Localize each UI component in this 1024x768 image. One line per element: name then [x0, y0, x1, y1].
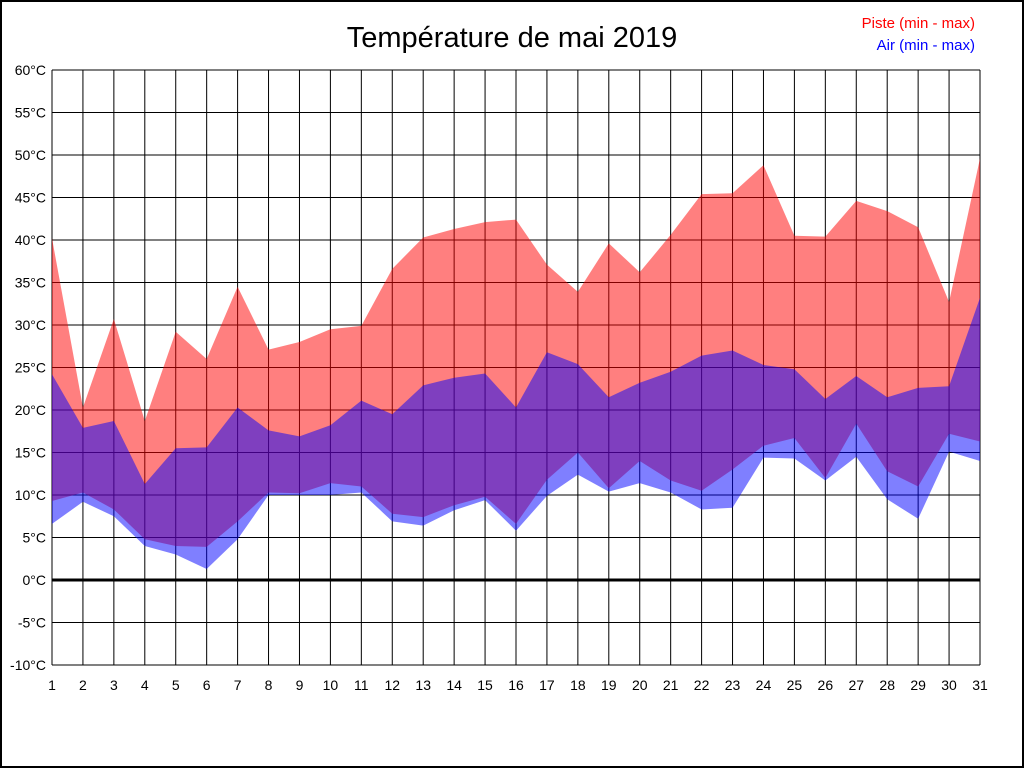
- x-tick-label: 14: [446, 677, 462, 693]
- x-tick-label: 30: [941, 677, 957, 693]
- x-tick-label: 16: [508, 677, 524, 693]
- x-tick-label: 2: [79, 677, 87, 693]
- y-tick-label: 25°C: [15, 360, 46, 376]
- y-tick-label: -10°C: [10, 657, 46, 673]
- x-tick-label: 4: [141, 677, 149, 693]
- x-tick-label: 22: [694, 677, 710, 693]
- x-tick-label: 8: [265, 677, 273, 693]
- x-tick-label: 3: [110, 677, 118, 693]
- x-tick-label: 15: [477, 677, 493, 693]
- y-tick-label: 20°C: [15, 402, 46, 418]
- x-tick-label: 31: [972, 677, 988, 693]
- y-tick-label: 60°C: [15, 62, 46, 78]
- x-tick-label: 25: [787, 677, 803, 693]
- air-band: [52, 297, 980, 569]
- legend-air: Air (min - max): [876, 37, 975, 54]
- y-tick-label: 10°C: [15, 487, 46, 503]
- y-tick-label: 55°C: [15, 105, 46, 121]
- x-tick-label: 6: [203, 677, 211, 693]
- x-tick-label: 21: [663, 677, 679, 693]
- y-tick-label: 30°C: [15, 317, 46, 333]
- y-tick-label: -5°C: [18, 615, 46, 631]
- y-tick-label: 0°C: [23, 572, 47, 588]
- x-tick-label: 28: [879, 677, 895, 693]
- y-tick-label: 35°C: [15, 275, 46, 291]
- x-tick-label: 29: [910, 677, 926, 693]
- x-tick-label: 11: [354, 677, 369, 693]
- y-tick-label: 5°C: [23, 530, 47, 546]
- x-tick-label: 26: [818, 677, 834, 693]
- x-tick-label: 10: [323, 677, 339, 693]
- x-tick-label: 5: [172, 677, 180, 693]
- x-tick-label: 13: [415, 677, 431, 693]
- x-tick-label: 23: [725, 677, 741, 693]
- x-tick-label: 19: [601, 677, 617, 693]
- x-tick-label: 9: [296, 677, 304, 693]
- x-tick-label: 18: [570, 677, 586, 693]
- x-tick-label: 1: [48, 677, 56, 693]
- x-tick-label: 24: [756, 677, 772, 693]
- y-tick-label: 50°C: [15, 147, 46, 163]
- x-tick-label: 27: [848, 677, 864, 693]
- legend-piste: Piste (min - max): [861, 15, 975, 32]
- x-tick-label: 7: [234, 677, 242, 693]
- chart-title: Température de mai 2019: [346, 22, 678, 54]
- y-tick-label: 45°C: [15, 190, 46, 206]
- y-tick-label: 15°C: [15, 445, 46, 461]
- x-tick-label: 12: [384, 677, 400, 693]
- x-tick-label: 20: [632, 677, 648, 693]
- y-tick-label: 40°C: [15, 232, 46, 248]
- x-tick-label: 17: [539, 677, 555, 693]
